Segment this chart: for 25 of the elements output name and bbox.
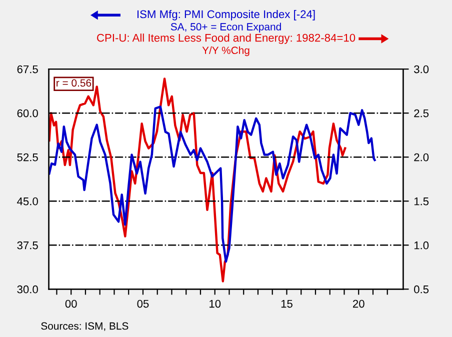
x-tick-label: 05 xyxy=(137,300,149,308)
x-tick-label: 15 xyxy=(281,300,292,308)
y2-tick-label: 1.5 xyxy=(414,198,429,206)
text: CPI-U: All Items Less Food and Energy: 1982-84=10 xyxy=(97,34,356,44)
text: SA, 50+ = Econ Expand xyxy=(170,22,281,32)
x-tick-label: 20 xyxy=(353,300,364,308)
annotation: r = 0.56 xyxy=(56,79,92,87)
x-tick-label: 00 xyxy=(65,300,77,308)
y-tick-label: 67.5 xyxy=(17,65,38,74)
y-tick-label: 37.5 xyxy=(17,241,38,250)
source-note: Sources: ISM, BLS xyxy=(41,322,128,331)
y2-tick-label: 2.5 xyxy=(414,109,429,118)
line-series xyxy=(48,106,376,263)
y-tick-label: 45.0 xyxy=(17,197,38,206)
x-tick-label: 10 xyxy=(210,300,221,308)
y2-tick-label: 0.5 xyxy=(414,285,429,294)
legend-label: ISM Mfg: PMI Composite Index [-24] xyxy=(137,10,315,20)
y2-tick-label: 2.0 xyxy=(414,153,429,162)
y-tick-label: 60.0 xyxy=(17,109,38,118)
y-tick-label: 30.0 xyxy=(17,285,38,294)
y2-tick-label: 3.0 xyxy=(414,65,429,74)
y-tick-label: 52.5 xyxy=(17,153,38,162)
text: Y/Y %Chg xyxy=(202,46,250,56)
line-series xyxy=(48,78,346,282)
y2-tick-label: 1.0 xyxy=(414,241,429,250)
